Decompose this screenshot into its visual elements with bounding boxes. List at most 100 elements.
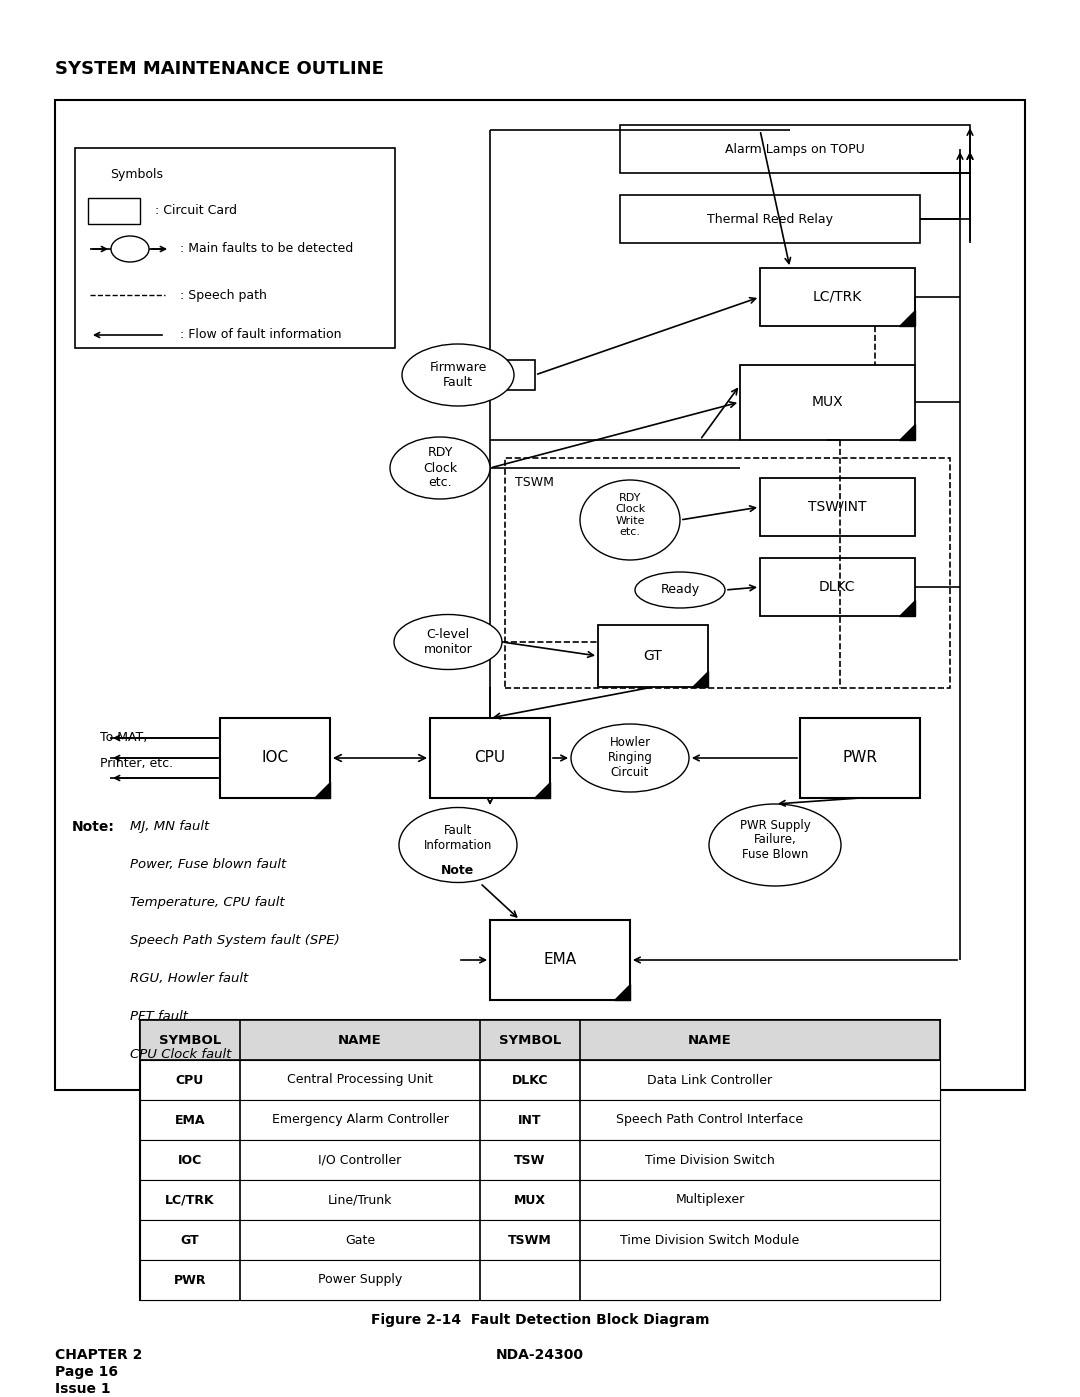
Bar xyxy=(220,718,330,798)
Text: Data Link Controller: Data Link Controller xyxy=(647,1073,772,1087)
Text: TSWM: TSWM xyxy=(515,476,554,489)
Text: TSW: TSW xyxy=(514,1154,545,1166)
Ellipse shape xyxy=(708,805,841,886)
Text: Line/Trunk: Line/Trunk xyxy=(328,1193,392,1207)
Text: Gate: Gate xyxy=(345,1234,375,1246)
Bar xyxy=(140,1099,940,1140)
Text: Note:: Note: xyxy=(72,820,114,834)
Text: : Main faults to be detected: : Main faults to be detected xyxy=(180,243,353,256)
Text: PFT fault: PFT fault xyxy=(130,1010,188,1023)
Bar xyxy=(490,921,630,1000)
Bar xyxy=(598,624,708,687)
Text: To MAT,: To MAT, xyxy=(100,732,147,745)
Bar xyxy=(55,101,1025,1090)
Text: Issue 1: Issue 1 xyxy=(55,1382,110,1396)
Text: CHAPTER 2: CHAPTER 2 xyxy=(55,1348,143,1362)
Text: Speech Path System fault (SPE): Speech Path System fault (SPE) xyxy=(130,935,340,947)
Text: Power, Fuse blown fault: Power, Fuse blown fault xyxy=(130,858,286,870)
Text: NDA-24300: NDA-24300 xyxy=(496,1348,584,1362)
Bar xyxy=(140,1020,940,1060)
Bar xyxy=(760,478,915,536)
Text: RGU, Howler fault: RGU, Howler fault xyxy=(130,972,248,985)
Text: I/O Controller: I/O Controller xyxy=(319,1154,402,1166)
Text: SYMBOL: SYMBOL xyxy=(499,1034,562,1046)
Text: C-level
monitor: C-level monitor xyxy=(423,629,472,657)
Text: Thermal Reed Relay: Thermal Reed Relay xyxy=(707,212,833,225)
Text: Ready: Ready xyxy=(661,584,700,597)
Polygon shape xyxy=(899,310,915,326)
Text: IOC: IOC xyxy=(261,750,288,766)
Ellipse shape xyxy=(571,724,689,792)
Bar xyxy=(620,124,970,173)
Text: MJ, MN fault: MJ, MN fault xyxy=(130,820,210,833)
Text: MUX: MUX xyxy=(514,1193,546,1207)
Text: Central Processing Unit: Central Processing Unit xyxy=(287,1073,433,1087)
Text: Page 16: Page 16 xyxy=(55,1365,118,1379)
Text: Howler
Ringing
Circuit: Howler Ringing Circuit xyxy=(608,736,652,780)
Ellipse shape xyxy=(402,344,514,407)
Bar xyxy=(140,1220,940,1260)
Bar xyxy=(140,1020,940,1301)
Text: NAME: NAME xyxy=(338,1034,382,1046)
Text: Note: Note xyxy=(442,863,474,876)
Bar xyxy=(430,718,550,798)
Polygon shape xyxy=(615,983,630,1000)
Text: INT: INT xyxy=(518,1113,542,1126)
Text: Symbols: Symbols xyxy=(110,168,163,182)
Bar xyxy=(140,1060,940,1099)
Text: Multiplexer: Multiplexer xyxy=(675,1193,744,1207)
Text: TSW/INT: TSW/INT xyxy=(808,500,866,514)
Text: CPU Clock fault: CPU Clock fault xyxy=(130,1048,231,1060)
Text: : Speech path: : Speech path xyxy=(180,289,267,302)
Bar xyxy=(75,148,395,348)
Text: SYMBOL: SYMBOL xyxy=(159,1034,221,1046)
Text: LC/TRK: LC/TRK xyxy=(812,291,862,305)
Polygon shape xyxy=(899,425,915,440)
Bar xyxy=(505,458,950,687)
Text: Emergency Alarm Controller: Emergency Alarm Controller xyxy=(271,1113,448,1126)
Text: RDY
Clock
Write
etc.: RDY Clock Write etc. xyxy=(615,493,645,538)
Bar xyxy=(740,365,915,440)
Text: TSWM: TSWM xyxy=(508,1234,552,1246)
Text: : Flow of fault information: : Flow of fault information xyxy=(180,328,341,341)
Text: GT: GT xyxy=(180,1234,200,1246)
Text: GT: GT xyxy=(644,650,662,664)
Bar xyxy=(760,557,915,616)
Ellipse shape xyxy=(635,571,725,608)
Text: PWR: PWR xyxy=(174,1274,206,1287)
Text: LC/TRK: LC/TRK xyxy=(165,1193,215,1207)
Bar xyxy=(800,718,920,798)
Polygon shape xyxy=(692,671,708,687)
Text: DLKC: DLKC xyxy=(819,580,855,594)
Text: PWR: PWR xyxy=(842,750,877,766)
Text: IOC: IOC xyxy=(178,1154,202,1166)
Text: Time Division Switch: Time Division Switch xyxy=(645,1154,774,1166)
Bar xyxy=(140,1180,940,1220)
Text: MUX: MUX xyxy=(811,395,842,409)
Text: : Circuit Card: : Circuit Card xyxy=(156,204,237,218)
Bar xyxy=(760,268,915,326)
Ellipse shape xyxy=(111,236,149,263)
Ellipse shape xyxy=(390,437,490,499)
Text: Alarm Lamps on TOPU: Alarm Lamps on TOPU xyxy=(725,142,865,155)
Text: Power Supply: Power Supply xyxy=(318,1274,402,1287)
Text: NAME: NAME xyxy=(688,1034,732,1046)
Text: EMA: EMA xyxy=(543,953,577,968)
Ellipse shape xyxy=(399,807,517,883)
Text: Figure 2-14  Fault Detection Block Diagram: Figure 2-14 Fault Detection Block Diagra… xyxy=(370,1313,710,1327)
Text: EMA: EMA xyxy=(175,1113,205,1126)
Text: Speech Path Control Interface: Speech Path Control Interface xyxy=(617,1113,804,1126)
Bar xyxy=(505,360,535,390)
Text: Fault
Information: Fault Information xyxy=(423,824,492,852)
Text: Firmware
Fault: Firmware Fault xyxy=(430,360,487,388)
Text: CPU: CPU xyxy=(474,750,505,766)
Ellipse shape xyxy=(394,615,502,669)
Polygon shape xyxy=(314,782,330,798)
Text: Printer, etc.: Printer, etc. xyxy=(100,757,173,770)
Bar xyxy=(620,196,920,243)
Ellipse shape xyxy=(580,481,680,560)
Polygon shape xyxy=(899,599,915,616)
Text: RDY
Clock
etc.: RDY Clock etc. xyxy=(423,447,457,489)
Bar xyxy=(140,1140,940,1180)
Text: DLKC: DLKC xyxy=(512,1073,549,1087)
